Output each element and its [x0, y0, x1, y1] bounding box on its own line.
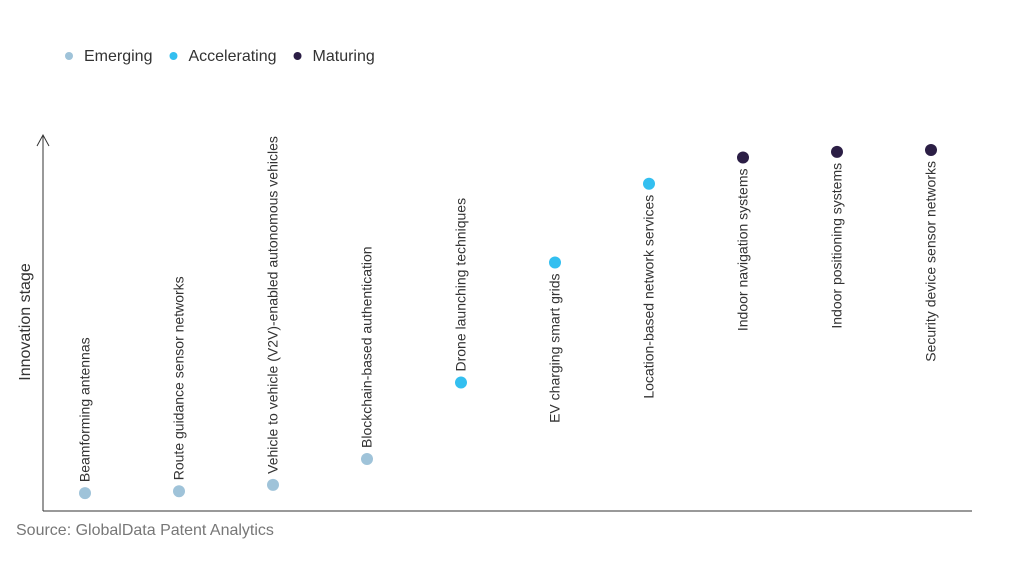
data-point	[455, 376, 467, 389]
category-label: Drone launching techniques	[453, 198, 469, 372]
legend-marker	[169, 52, 178, 60]
data-point	[643, 177, 655, 190]
y-axis-label: Innovation stage	[17, 263, 34, 381]
data-point	[79, 487, 91, 500]
y-axis-arrow	[36, 133, 50, 147]
data-point	[267, 478, 279, 491]
legend-label: Emerging	[84, 48, 152, 65]
legend-label: Accelerating	[188, 48, 276, 65]
data-point	[549, 256, 561, 269]
category-label: Blockchain-based authentication	[359, 246, 375, 448]
category-label: EV charging smart grids	[547, 274, 563, 423]
data-point	[361, 453, 373, 465]
category-label: Beamforming antennas	[77, 337, 93, 482]
category-label: Indoor navigation systems	[735, 169, 751, 332]
data-point	[925, 144, 937, 156]
data-point	[831, 145, 843, 158]
category-label: Location-based network services	[641, 195, 657, 399]
category-label: Route guidance sensor networks	[171, 276, 187, 480]
legend-marker	[65, 52, 73, 60]
category-label: Vehicle to vehicle (V2V)-enabled autonom…	[265, 136, 281, 474]
data-point	[173, 485, 185, 498]
legend-marker	[293, 52, 302, 60]
category-label: Security device sensor networks	[923, 161, 939, 362]
data-point	[737, 151, 749, 164]
legend-label: Maturing	[313, 48, 375, 65]
source-note: Source: GlobalData Patent Analytics	[16, 522, 274, 539]
category-label: Indoor positioning systems	[829, 163, 845, 329]
